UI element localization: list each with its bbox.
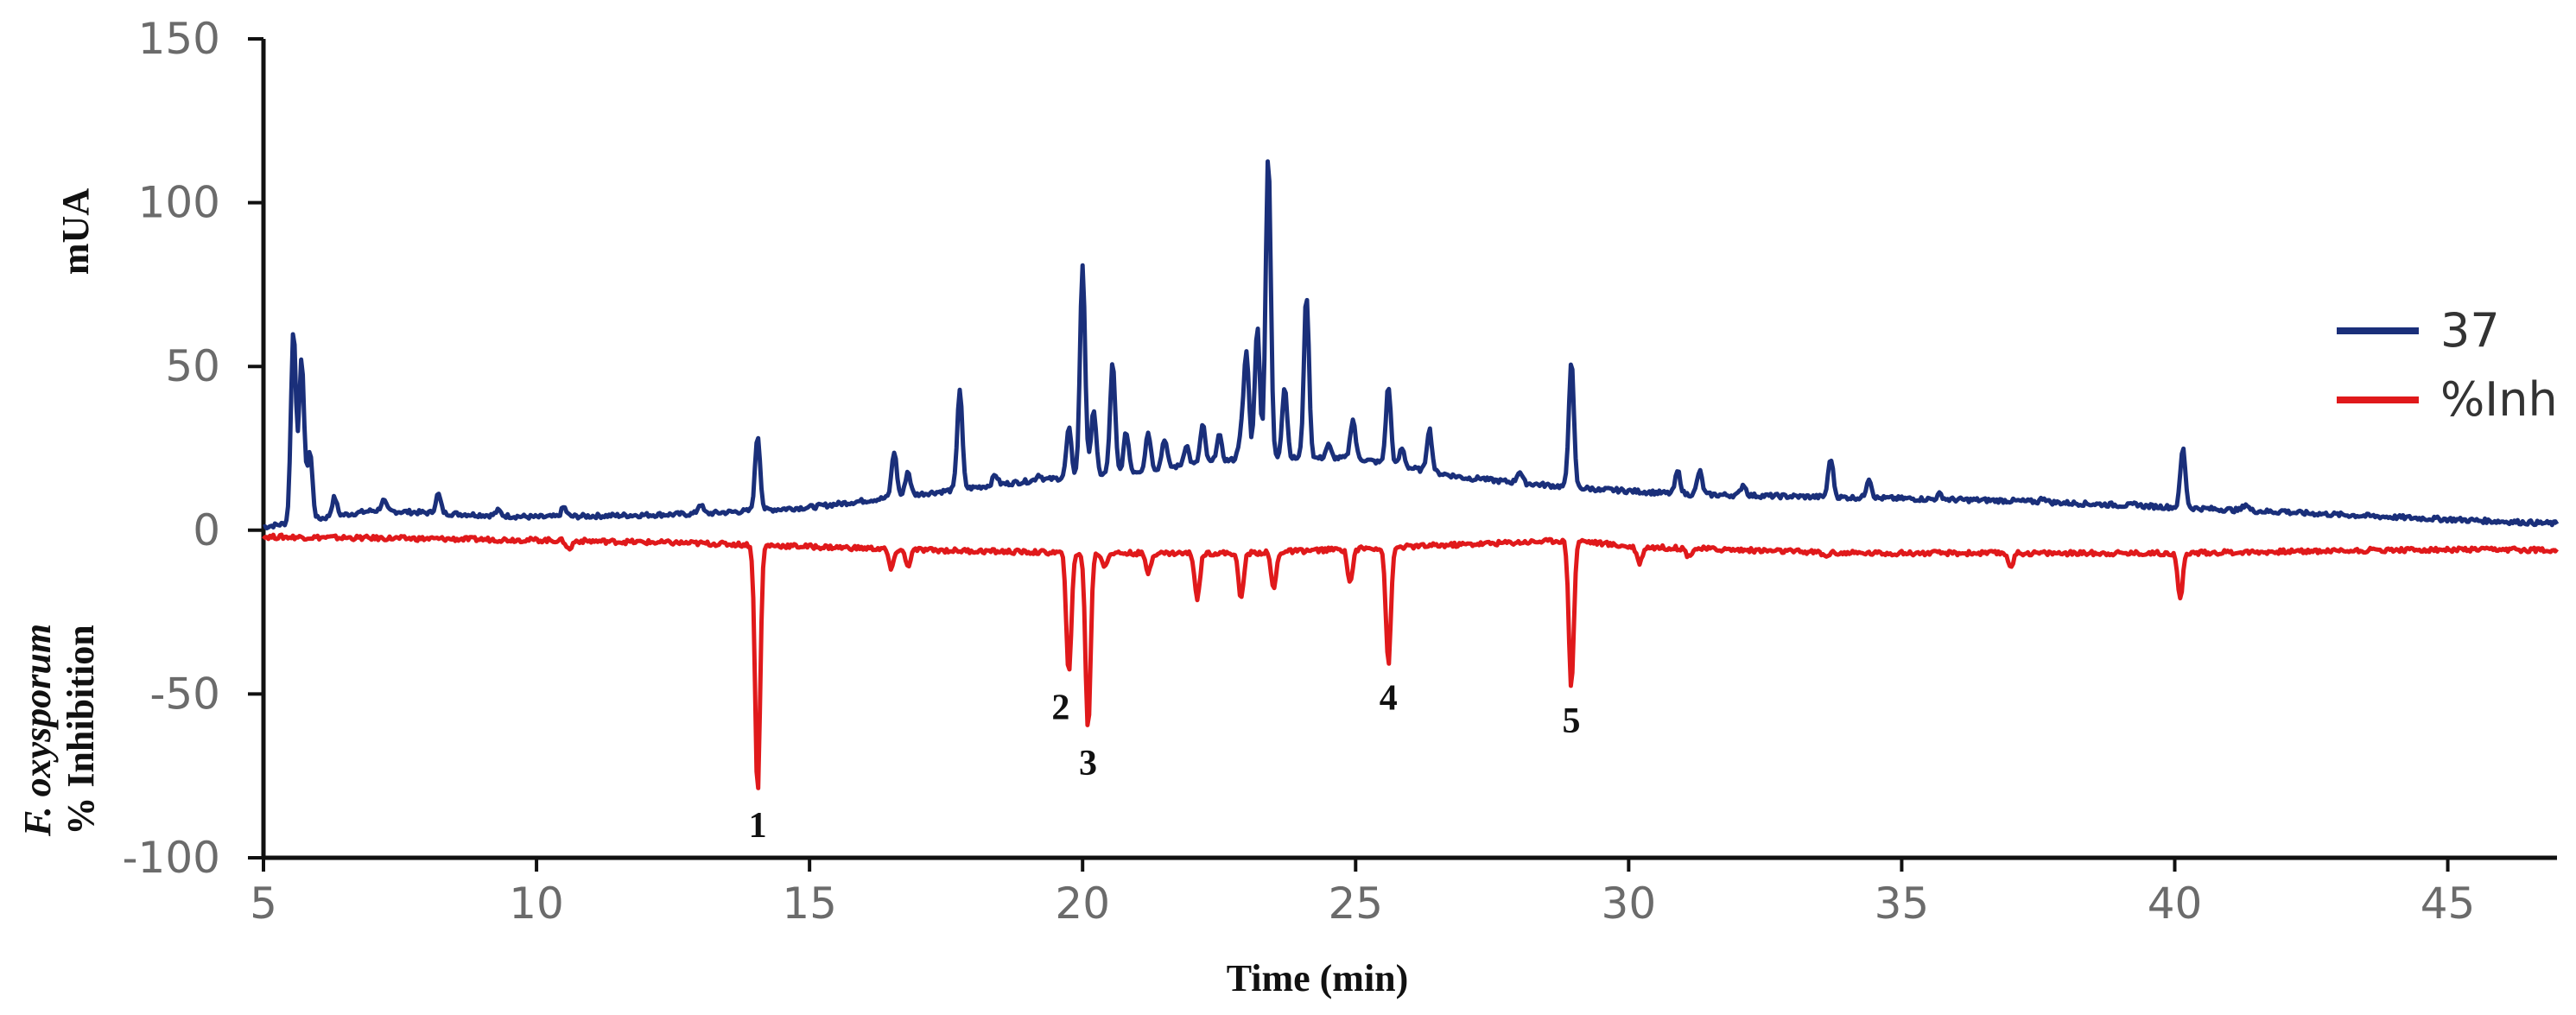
x-tick-label: 10	[509, 879, 564, 929]
x-tick-label: 5	[250, 879, 277, 929]
x-tick-label: 35	[1875, 879, 1930, 929]
legend-label-37: 37	[2440, 303, 2500, 358]
series-line-37	[263, 159, 2560, 530]
y-tick-label: 0	[193, 505, 220, 555]
peak-label: 2	[1051, 688, 1069, 728]
peak-label: 3	[1079, 744, 1097, 783]
legend-label-inh: %Inh	[2440, 372, 2558, 427]
y-tick-label: -100	[123, 833, 220, 883]
series-line-inhibition	[262, 532, 2559, 790]
y-tick-label: 50	[165, 341, 220, 391]
peak-label: 5	[1562, 701, 1580, 741]
x-axis-title: Time (min)	[1227, 957, 1409, 999]
y-tick-label: -50	[149, 669, 220, 719]
x-tick-label: 40	[2148, 879, 2203, 929]
x-tick-label: 30	[1602, 879, 1657, 929]
series-layer	[262, 159, 2560, 790]
peak-label: 4	[1380, 678, 1398, 718]
y-axis-title-bottom-inhibition: % Inhibition	[60, 625, 102, 834]
y-tick-label: 100	[138, 178, 220, 228]
peak-label: 1	[749, 806, 767, 846]
y-axis-title-bottom-species: F. oxysporum	[16, 624, 59, 837]
x-tick-label: 45	[2421, 879, 2476, 929]
legend: 37 %Inh	[2337, 303, 2558, 427]
x-tick-label: 15	[782, 879, 837, 929]
x-tick-label: 20	[1055, 879, 1110, 929]
x-tick-label: 25	[1328, 879, 1383, 929]
y-axis-title-top: mUA	[54, 188, 97, 275]
y-axis-ticks: 150 100 50 0 -50 -100	[123, 14, 263, 883]
x-axis-ticks: 5 10 15 20 25 30 35 40 45	[250, 858, 2475, 929]
y-tick-label: 150	[138, 14, 220, 64]
